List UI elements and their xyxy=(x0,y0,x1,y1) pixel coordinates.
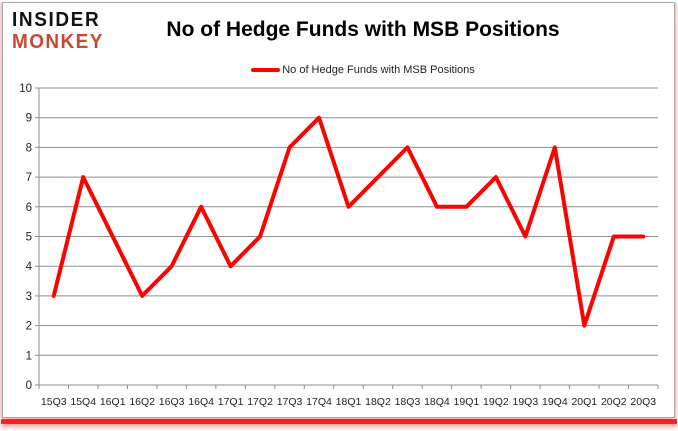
bottom-red-accent xyxy=(1,419,677,424)
x-axis-label: 16Q1 xyxy=(100,396,126,408)
x-axis-label: 20Q2 xyxy=(601,396,627,408)
x-axis-label: 16Q3 xyxy=(159,396,185,408)
x-axis-label: 18Q2 xyxy=(365,396,391,408)
x-axis-label: 18Q4 xyxy=(424,396,450,408)
legend-line-marker xyxy=(251,68,281,72)
x-axis-label: 18Q3 xyxy=(395,396,421,408)
x-axis-label: 16Q4 xyxy=(188,396,214,408)
x-axis-label: 15Q4 xyxy=(70,396,96,408)
x-axis-label: 19Q2 xyxy=(483,396,509,408)
legend-label: No of Hedge Funds with MSB Positions xyxy=(282,64,475,76)
y-axis-label: 2 xyxy=(26,321,32,333)
chart-card: INSIDER MONKEY No of Hedge Funds with MS… xyxy=(2,2,675,418)
x-axis-label: 17Q4 xyxy=(306,396,332,408)
y-axis-label: 1 xyxy=(26,350,32,362)
x-axis-label: 17Q1 xyxy=(218,396,244,408)
insider-monkey-logo[interactable]: INSIDER MONKEY xyxy=(12,8,104,54)
x-axis-label: 18Q1 xyxy=(336,396,362,408)
x-axis-label: 17Q3 xyxy=(277,396,303,408)
x-axis-label: 15Q3 xyxy=(41,396,67,408)
x-axis-label: 20Q1 xyxy=(571,396,597,408)
x-axis-label: 17Q2 xyxy=(247,396,273,408)
y-axis-label: 5 xyxy=(26,232,32,244)
y-axis-label: 7 xyxy=(26,172,32,184)
y-axis-label: 9 xyxy=(26,113,32,125)
y-axis-label: 8 xyxy=(26,142,32,154)
x-axis-label: 20Q3 xyxy=(630,396,656,408)
logo-monkey-text: MONKEY xyxy=(12,30,104,54)
y-axis-label: 6 xyxy=(26,202,32,214)
logo-insider-text: INSIDER xyxy=(12,8,101,32)
y-axis-label: 4 xyxy=(26,261,33,273)
y-axis-label: 0 xyxy=(26,380,32,392)
series-line xyxy=(51,115,646,328)
y-axis-label: 3 xyxy=(26,291,32,303)
x-axis-label: 19Q3 xyxy=(513,396,539,408)
x-axis-label: 19Q4 xyxy=(542,396,568,408)
chart-legend: No of Hedge Funds with MSB Positions xyxy=(63,64,663,76)
chart-title: No of Hedge Funds with MSB Positions xyxy=(166,18,560,41)
x-axis-label: 16Q2 xyxy=(129,396,155,408)
x-axis-label: 19Q1 xyxy=(454,396,480,408)
y-axis-label: 10 xyxy=(19,83,32,95)
